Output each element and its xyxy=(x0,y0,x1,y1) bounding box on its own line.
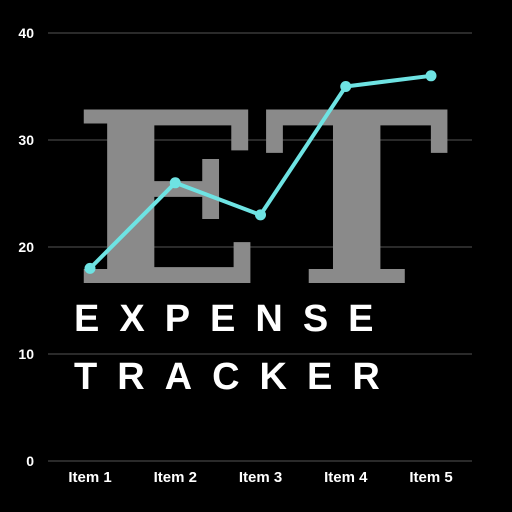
y-tick-label-30: 30 xyxy=(18,132,34,148)
y-tick-label-20: 20 xyxy=(18,239,34,255)
series-expenses xyxy=(84,70,437,274)
x-axis-ticks: Item 1 Item 2 Item 3 Item 4 Item 5 xyxy=(68,469,452,486)
data-point-5 xyxy=(425,70,437,82)
x-tick-label-2: Item 2 xyxy=(154,469,197,486)
brand-title-line-2: TRACKER xyxy=(74,356,400,398)
et-monogram-logo: ET xyxy=(72,61,450,340)
data-point-1 xyxy=(84,262,96,274)
data-point-3 xyxy=(255,209,266,221)
y-tick-label-40: 40 xyxy=(18,25,34,41)
x-tick-label-4: Item 4 xyxy=(324,469,368,486)
y-axis-ticks: 0 10 20 30 40 xyxy=(18,25,34,469)
monogram-letters: ET xyxy=(72,61,450,340)
y-tick-label-0: 0 xyxy=(26,453,34,469)
data-point-4 xyxy=(340,81,352,92)
x-tick-label-3: Item 3 xyxy=(239,469,282,486)
data-point-2 xyxy=(169,177,181,189)
x-tick-label-1: Item 1 xyxy=(68,469,111,486)
x-tick-label-5: Item 5 xyxy=(409,469,452,486)
gridlines xyxy=(48,32,472,462)
brand-title-line-1: EXPENSE xyxy=(74,298,394,340)
y-tick-label-10: 10 xyxy=(18,346,34,362)
